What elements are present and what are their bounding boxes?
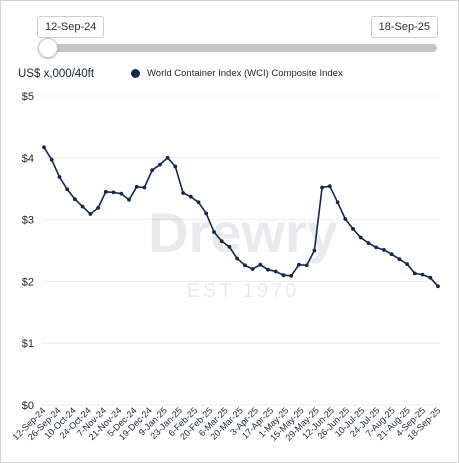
- data-point[interactable]: [96, 206, 100, 210]
- range-start-label: 12-Sep-24: [37, 16, 105, 38]
- legend-marker: [131, 69, 140, 78]
- data-point[interactable]: [73, 197, 77, 202]
- data-point[interactable]: [88, 212, 93, 216]
- data-point[interactable]: [188, 194, 193, 199]
- y-tick-label: $0: [22, 400, 34, 412]
- data-point[interactable]: [65, 187, 70, 192]
- y-axis-ticks: $0 $1 $2 $3 $4 $5: [22, 91, 34, 412]
- data-point[interactable]: [266, 267, 270, 272]
- data-point[interactable]: [42, 145, 46, 150]
- data-point[interactable]: [366, 241, 371, 246]
- data-point[interactable]: [343, 217, 348, 221]
- data-point[interactable]: [243, 263, 247, 268]
- data-point[interactable]: [389, 252, 394, 257]
- data-point[interactable]: [397, 257, 402, 262]
- y-tick-label: $2: [22, 276, 34, 288]
- data-point[interactable]: [428, 275, 433, 280]
- watermark-est: EST 1970: [187, 280, 300, 302]
- data-point[interactable]: [335, 200, 340, 205]
- data-point[interactable]: [219, 239, 224, 244]
- range-end-label: 18-Sep-25: [370, 16, 438, 38]
- data-point[interactable]: [405, 262, 409, 266]
- date-range-slider-handle[interactable]: [38, 38, 58, 58]
- data-point[interactable]: [281, 273, 286, 278]
- data-point[interactable]: [235, 256, 240, 261]
- data-point[interactable]: [358, 235, 363, 240]
- data-point[interactable]: [304, 263, 309, 268]
- data-point[interactable]: [312, 248, 317, 253]
- data-point[interactable]: [420, 272, 425, 277]
- x-axis-ticks: 12-Sep-2426-Sep-2410-Oct-2424-Oct-247-No…: [11, 405, 443, 442]
- data-point[interactable]: [258, 262, 263, 267]
- data-point[interactable]: [103, 189, 108, 194]
- data-point[interactable]: [297, 262, 301, 267]
- data-point[interactable]: [382, 248, 386, 252]
- data-point[interactable]: [212, 230, 216, 234]
- data-point[interactable]: [150, 168, 155, 173]
- data-point[interactable]: [165, 155, 170, 160]
- data-point[interactable]: [327, 184, 332, 189]
- data-point[interactable]: [49, 157, 54, 162]
- data-point[interactable]: [412, 271, 417, 276]
- data-point[interactable]: [80, 204, 85, 209]
- data-point[interactable]: [436, 284, 440, 289]
- legend[interactable]: World Container Index (WCI) Composite In…: [131, 68, 343, 79]
- grid-lines: [42, 95, 440, 406]
- data-point[interactable]: [181, 191, 186, 195]
- y-tick-label: $5: [22, 91, 34, 103]
- series-line: [43, 146, 439, 287]
- watermark: Drewry EST 1970: [148, 201, 338, 302]
- data-point[interactable]: [204, 211, 209, 216]
- data-point[interactable]: [119, 191, 124, 196]
- y-tick-label: $1: [22, 338, 34, 350]
- data-point[interactable]: [289, 273, 294, 278]
- data-point[interactable]: [127, 197, 131, 202]
- data-point[interactable]: [57, 175, 62, 179]
- y-tick-label: $3: [22, 215, 34, 227]
- data-point[interactable]: [227, 244, 232, 249]
- data-point[interactable]: [142, 185, 147, 190]
- data-point[interactable]: [351, 227, 355, 231]
- data-points: [42, 145, 440, 289]
- data-point[interactable]: [374, 245, 379, 250]
- y-axis-unit-label: US$ x,000/40ft: [18, 68, 95, 80]
- data-point[interactable]: [273, 269, 278, 274]
- data-point[interactable]: [158, 162, 162, 167]
- data-point[interactable]: [111, 190, 116, 195]
- data-point[interactable]: [134, 184, 139, 189]
- legend-label: World Container Index (WCI) Composite In…: [147, 68, 343, 79]
- watermark-name: Drewry: [148, 201, 338, 264]
- data-point[interactable]: [173, 164, 178, 169]
- data-point[interactable]: [320, 185, 324, 190]
- data-point[interactable]: [196, 200, 201, 205]
- date-range-slider-track[interactable]: [45, 44, 437, 52]
- y-tick-label: $4: [22, 153, 34, 165]
- data-point[interactable]: [250, 267, 255, 271]
